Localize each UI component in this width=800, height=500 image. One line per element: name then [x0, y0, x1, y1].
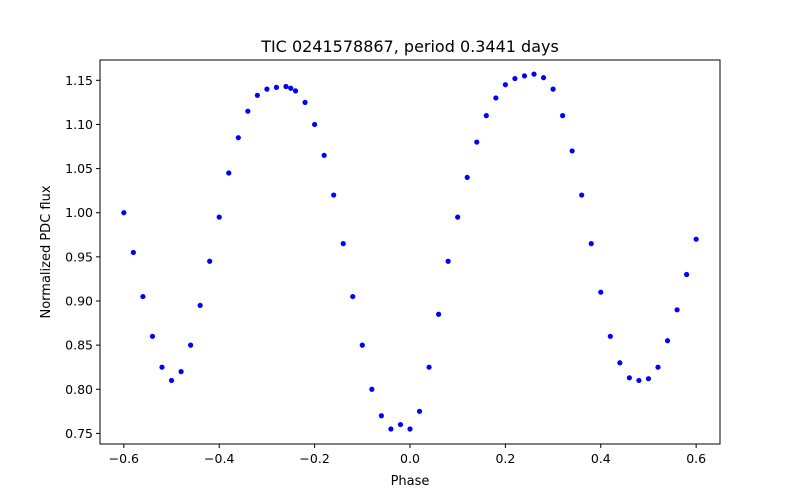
data-point	[512, 75, 518, 82]
data-point	[178, 369, 184, 375]
data-point	[464, 174, 470, 181]
data-point	[502, 82, 508, 88]
x-tick-label: −0.2	[299, 451, 329, 466]
y-tick-label: 1.10	[65, 117, 93, 132]
data-point	[350, 293, 356, 300]
y-tick-label: 0.85	[65, 338, 93, 353]
data-point	[226, 170, 232, 176]
data-point	[607, 333, 613, 339]
data-point	[168, 377, 175, 384]
data-point	[531, 71, 537, 77]
y-tick-label: 0.75	[65, 426, 93, 441]
data-points	[121, 71, 699, 432]
data-point	[130, 249, 136, 256]
data-point	[321, 152, 327, 158]
data-point	[560, 113, 566, 119]
data-point	[550, 86, 556, 92]
data-point	[149, 333, 156, 339]
data-point	[292, 88, 299, 94]
data-point	[569, 148, 575, 154]
data-point	[397, 421, 404, 428]
data-point	[636, 377, 642, 384]
data-point	[474, 139, 480, 145]
data-point	[273, 84, 280, 90]
x-axis-label: Phase	[391, 474, 430, 489]
x-tick-label: 0.2	[495, 451, 515, 466]
y-axis-label: Normalized PDC flux	[39, 185, 54, 318]
data-point	[455, 214, 461, 220]
data-point	[288, 85, 294, 91]
data-point	[331, 192, 337, 198]
data-point	[359, 342, 365, 348]
data-point	[254, 92, 260, 98]
data-point	[302, 99, 308, 105]
data-point	[674, 307, 680, 313]
data-point	[159, 364, 165, 370]
y-axis: 0.75 0.80 0.85 0.90 0.95 1.00 1.05 1.10 1.15	[65, 73, 100, 441]
data-point	[540, 75, 547, 81]
x-tick-label: 0.0	[400, 451, 420, 466]
data-point	[521, 73, 528, 79]
x-tick-label: −0.6	[109, 451, 139, 466]
data-point	[693, 236, 699, 242]
x-tick-label: −0.4	[204, 451, 234, 466]
data-point	[283, 83, 289, 90]
data-point	[645, 376, 652, 382]
data-point	[493, 95, 499, 101]
y-tick-label: 0.80	[65, 382, 93, 397]
data-point	[245, 108, 251, 114]
y-tick-label: 0.90	[65, 293, 93, 308]
plot-area-frame	[99, 59, 721, 445]
data-point	[426, 364, 432, 370]
x-tick-label: 0.4	[591, 451, 611, 466]
x-axis: −0.6 −0.4 −0.2 0.0 0.2 0.4 0.6	[109, 444, 706, 466]
data-point	[588, 241, 594, 247]
data-point	[121, 210, 127, 216]
x-tick-label: 0.6	[686, 451, 706, 466]
data-point	[445, 258, 451, 264]
y-tick-label: 1.15	[65, 73, 93, 88]
data-point	[207, 258, 213, 264]
data-point	[664, 338, 671, 344]
data-point	[626, 375, 632, 381]
data-point	[369, 386, 375, 392]
data-point	[579, 192, 585, 198]
data-point	[188, 342, 194, 348]
data-point	[140, 293, 146, 300]
y-tick-label: 0.95	[65, 249, 93, 264]
data-point	[378, 413, 384, 419]
data-point	[388, 426, 394, 432]
data-point	[598, 289, 604, 295]
data-point	[617, 360, 623, 366]
data-point	[684, 271, 690, 278]
data-point	[264, 86, 270, 92]
data-point	[407, 426, 413, 432]
y-tick-label: 1.00	[65, 205, 93, 220]
data-point	[483, 113, 489, 119]
data-point	[235, 135, 241, 141]
data-point	[197, 302, 203, 309]
chart-title: TIC 0241578867, period 0.3441 days	[260, 37, 559, 56]
data-point	[216, 214, 222, 220]
data-point	[655, 364, 661, 370]
data-point	[436, 311, 442, 317]
data-point	[312, 121, 318, 128]
y-tick-label: 1.05	[65, 161, 93, 176]
data-point	[416, 408, 423, 414]
data-point	[340, 241, 346, 247]
